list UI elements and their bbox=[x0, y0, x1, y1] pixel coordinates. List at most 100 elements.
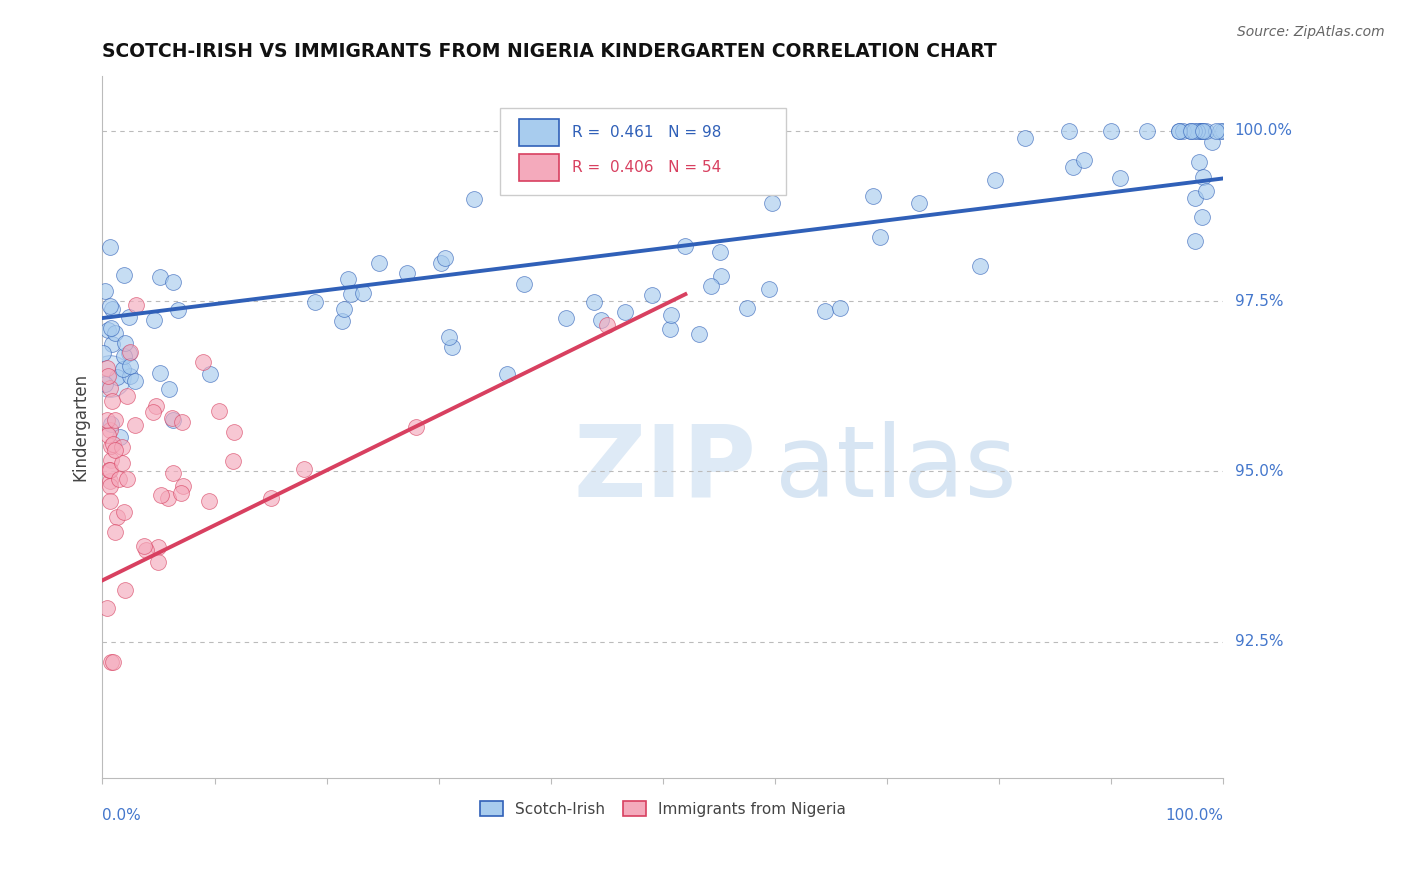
Point bbox=[96, 601, 118, 615]
Point bbox=[1014, 131, 1036, 145]
Point bbox=[132, 540, 155, 554]
Point bbox=[143, 313, 166, 327]
Point bbox=[1191, 170, 1213, 185]
Point bbox=[149, 488, 172, 502]
Point bbox=[1189, 124, 1212, 138]
Point bbox=[96, 413, 118, 427]
Point bbox=[709, 244, 731, 259]
Text: 100.0%: 100.0% bbox=[1166, 808, 1223, 823]
Point bbox=[198, 368, 221, 382]
Point bbox=[596, 318, 619, 333]
Point bbox=[1191, 210, 1213, 224]
Point bbox=[198, 493, 221, 508]
Text: 0.0%: 0.0% bbox=[103, 808, 141, 823]
Point bbox=[118, 345, 141, 359]
Point bbox=[149, 366, 172, 380]
Point bbox=[908, 196, 931, 211]
Point bbox=[160, 411, 183, 425]
Point bbox=[101, 337, 124, 351]
Point bbox=[1182, 124, 1205, 138]
Point bbox=[111, 456, 134, 470]
FancyBboxPatch shape bbox=[519, 119, 558, 145]
Point bbox=[104, 326, 127, 340]
Point bbox=[222, 454, 245, 468]
Point bbox=[149, 270, 172, 285]
Point bbox=[156, 491, 179, 505]
Point bbox=[259, 491, 281, 505]
Point bbox=[405, 420, 427, 434]
Point bbox=[97, 427, 120, 442]
Point bbox=[292, 461, 315, 475]
Text: 92.5%: 92.5% bbox=[1234, 634, 1284, 649]
Point bbox=[98, 299, 121, 313]
Point bbox=[1201, 135, 1223, 149]
Point bbox=[222, 425, 245, 440]
Point bbox=[1187, 155, 1209, 169]
Point bbox=[114, 335, 136, 350]
Point bbox=[94, 377, 117, 392]
Point bbox=[125, 298, 148, 312]
Point bbox=[583, 295, 606, 310]
Point bbox=[114, 582, 136, 597]
Point bbox=[98, 463, 121, 477]
Point bbox=[172, 479, 194, 493]
Point bbox=[828, 301, 851, 315]
Point bbox=[124, 374, 146, 388]
Point bbox=[112, 350, 135, 364]
Point bbox=[91, 345, 114, 359]
Point bbox=[1171, 124, 1194, 138]
Point bbox=[112, 268, 135, 283]
Point bbox=[100, 439, 122, 453]
Point bbox=[145, 400, 167, 414]
Point bbox=[1062, 160, 1084, 174]
Point bbox=[869, 229, 891, 244]
Point bbox=[124, 418, 146, 433]
Point bbox=[157, 383, 180, 397]
Point bbox=[167, 302, 190, 317]
Point bbox=[108, 472, 131, 486]
Point bbox=[100, 301, 122, 316]
Text: atlas: atlas bbox=[775, 421, 1017, 517]
Point bbox=[115, 472, 138, 486]
Point bbox=[93, 284, 115, 298]
Point bbox=[208, 403, 231, 417]
Point bbox=[98, 381, 121, 395]
Point bbox=[368, 256, 391, 270]
Y-axis label: Kindergarten: Kindergarten bbox=[72, 373, 89, 481]
Point bbox=[735, 301, 758, 315]
Point bbox=[1192, 124, 1215, 138]
Point bbox=[814, 303, 837, 318]
Point bbox=[96, 361, 118, 376]
Point bbox=[340, 286, 363, 301]
Text: Source: ZipAtlas.com: Source: ZipAtlas.com bbox=[1237, 25, 1385, 39]
Point bbox=[1168, 124, 1191, 138]
Point bbox=[103, 437, 125, 451]
Point bbox=[112, 505, 135, 519]
Point bbox=[1099, 124, 1122, 138]
Point bbox=[332, 314, 354, 328]
Point bbox=[117, 389, 139, 403]
Point bbox=[1168, 124, 1191, 138]
Point bbox=[591, 312, 613, 326]
Point bbox=[104, 413, 127, 427]
Point bbox=[555, 311, 578, 326]
Text: SCOTCH-IRISH VS IMMIGRANTS FROM NIGERIA KINDERGARTEN CORRELATION CHART: SCOTCH-IRISH VS IMMIGRANTS FROM NIGERIA … bbox=[103, 42, 997, 61]
Text: ZIP: ZIP bbox=[574, 421, 756, 517]
Text: 95.0%: 95.0% bbox=[1234, 464, 1284, 479]
Point bbox=[162, 466, 184, 480]
Text: 100.0%: 100.0% bbox=[1234, 123, 1292, 138]
Point bbox=[100, 417, 122, 431]
Point bbox=[440, 340, 463, 354]
Legend: Scotch-Irish, Immigrants from Nigeria: Scotch-Irish, Immigrants from Nigeria bbox=[474, 795, 852, 823]
Point bbox=[700, 279, 723, 293]
Point bbox=[118, 345, 141, 359]
Point bbox=[433, 252, 456, 266]
Point bbox=[98, 368, 121, 383]
Point bbox=[103, 655, 125, 669]
Point bbox=[513, 277, 536, 291]
Point bbox=[495, 367, 517, 381]
Point bbox=[688, 326, 710, 341]
Point bbox=[1187, 124, 1209, 138]
Point bbox=[304, 294, 326, 309]
Point bbox=[613, 305, 636, 319]
